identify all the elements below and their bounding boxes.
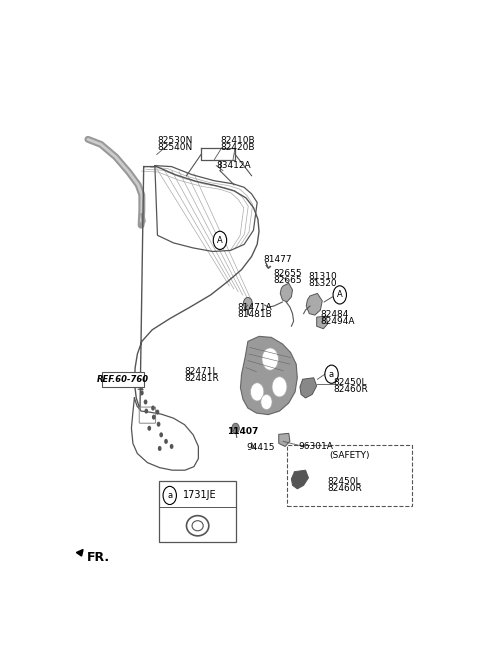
- Circle shape: [213, 232, 227, 249]
- Circle shape: [163, 486, 177, 504]
- Circle shape: [325, 365, 338, 383]
- Circle shape: [170, 444, 173, 449]
- Text: 82494A: 82494A: [321, 317, 355, 325]
- Text: 94415: 94415: [246, 443, 275, 452]
- Text: A: A: [337, 291, 343, 299]
- Text: 82655: 82655: [274, 269, 302, 277]
- Circle shape: [152, 415, 156, 420]
- Text: 82471L: 82471L: [185, 367, 218, 376]
- Circle shape: [144, 400, 147, 405]
- Circle shape: [261, 394, 272, 409]
- Polygon shape: [306, 293, 322, 315]
- Polygon shape: [280, 283, 292, 302]
- Circle shape: [158, 446, 162, 451]
- Text: 82410B: 82410B: [221, 136, 255, 145]
- Circle shape: [243, 297, 252, 310]
- Text: 82540N: 82540N: [157, 143, 192, 152]
- Text: 82530N: 82530N: [157, 136, 193, 145]
- Text: A: A: [217, 236, 223, 245]
- Text: 1731JE: 1731JE: [183, 491, 216, 501]
- Circle shape: [251, 383, 264, 401]
- Text: 96301A: 96301A: [298, 442, 333, 451]
- Text: 82460R: 82460R: [327, 484, 362, 493]
- Polygon shape: [240, 337, 297, 415]
- FancyBboxPatch shape: [159, 482, 236, 543]
- FancyBboxPatch shape: [102, 372, 144, 387]
- Text: 82450L: 82450L: [334, 379, 367, 387]
- Polygon shape: [317, 316, 328, 329]
- Text: REF.60-760: REF.60-760: [97, 375, 149, 384]
- Circle shape: [333, 286, 347, 304]
- Circle shape: [144, 409, 148, 414]
- Circle shape: [147, 426, 151, 431]
- Circle shape: [140, 390, 144, 396]
- Text: a: a: [167, 491, 172, 500]
- Polygon shape: [279, 434, 290, 447]
- Text: 83412A: 83412A: [216, 161, 251, 170]
- Polygon shape: [291, 470, 309, 489]
- Text: FR.: FR.: [87, 551, 110, 564]
- Text: 81471A: 81471A: [238, 302, 273, 312]
- Circle shape: [262, 348, 278, 370]
- Circle shape: [164, 439, 168, 444]
- Text: 82420B: 82420B: [221, 143, 255, 152]
- Polygon shape: [76, 550, 83, 556]
- Text: 82460R: 82460R: [334, 385, 368, 394]
- Text: 82665: 82665: [274, 276, 302, 285]
- Circle shape: [156, 422, 160, 427]
- Text: 82450L: 82450L: [327, 478, 360, 486]
- Circle shape: [159, 432, 163, 438]
- Text: 81477: 81477: [263, 255, 292, 264]
- Text: 82481R: 82481R: [185, 375, 219, 383]
- Text: 81320: 81320: [309, 279, 337, 288]
- Text: 11407: 11407: [227, 427, 258, 436]
- Circle shape: [272, 377, 287, 397]
- Text: 81310: 81310: [309, 272, 337, 281]
- Text: a: a: [329, 370, 334, 379]
- Text: 81481B: 81481B: [238, 310, 273, 319]
- Polygon shape: [300, 378, 317, 398]
- Circle shape: [232, 423, 240, 434]
- Text: 82484: 82484: [321, 310, 349, 319]
- Circle shape: [151, 405, 155, 411]
- Text: (SAFETY): (SAFETY): [329, 451, 370, 461]
- Circle shape: [156, 409, 159, 415]
